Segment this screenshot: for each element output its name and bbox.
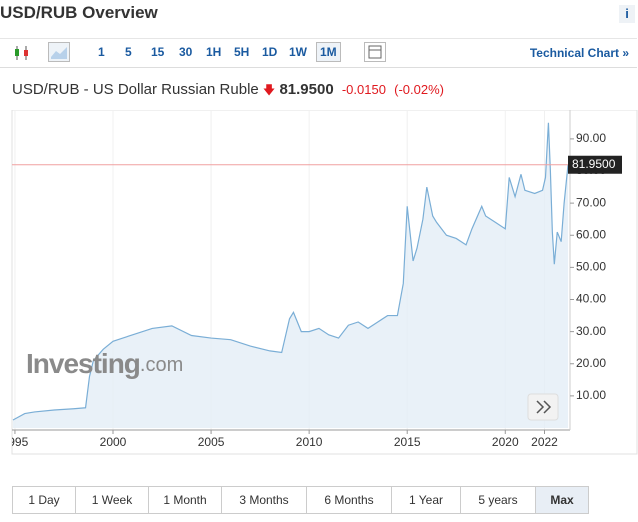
- technical-chart-link[interactable]: Technical Chart »: [529, 46, 629, 60]
- chart-frame: [11, 110, 638, 455]
- down-arrow: 🡇: [262, 83, 276, 97]
- range-button[interactable]: 6 Months: [307, 487, 392, 513]
- watermark-brand: Investing: [26, 348, 140, 379]
- quote: USD/RUB - US Dollar Russian Ruble 🡇 81.9…: [12, 81, 444, 102]
- x-tick-label: 2005: [198, 435, 225, 449]
- toolbar: 1 5 15 30 1H 5H 1D 1W 1M Technical Chart »: [0, 38, 637, 68]
- y-tick-label: 90.00: [576, 131, 606, 145]
- range-selector: 1 Day 1 Week 1 Month 3 Months 6 Months 1 Year…: [12, 486, 589, 514]
- x-labels: 1995 2000 2005 2010 2015 2020 2022: [2, 435, 558, 449]
- x-tick-label: 2010: [296, 435, 323, 449]
- range-button[interactable]: 1 Year: [392, 487, 461, 513]
- range-button[interactable]: 1 Month: [149, 487, 222, 513]
- interval-button[interactable]: 1: [98, 45, 105, 59]
- x-tick-label: 2022: [531, 435, 558, 449]
- range-button[interactable]: 1 Week: [76, 487, 149, 513]
- instrument-name: USD/RUB - US Dollar Russian Ruble: [12, 81, 259, 98]
- interval-button[interactable]: 30: [179, 45, 193, 59]
- price-line: [12, 122, 569, 421]
- info-button[interactable]: i: [619, 5, 635, 23]
- x-tick-label: 2000: [100, 435, 127, 449]
- range-button[interactable]: Max: [536, 487, 588, 513]
- price: 81.9500: [279, 81, 334, 98]
- title: USD/RUB Overview: [0, 3, 158, 22]
- interval-button[interactable]: 1D: [262, 45, 278, 59]
- interval-button[interactable]: 1H: [206, 45, 222, 59]
- y-tick-label: 10.00: [576, 388, 606, 402]
- interval-button[interactable]: 5: [125, 45, 132, 59]
- x-tick-label: 1995: [2, 435, 29, 449]
- y-tick-label: 30.00: [576, 324, 606, 338]
- last-price-label: 81.9500: [572, 157, 616, 171]
- area-fill: [12, 122, 569, 428]
- watermark: Investing.com: [26, 348, 183, 379]
- interval-button[interactable]: 15: [151, 45, 165, 59]
- settings-icon[interactable]: [364, 42, 386, 62]
- expand-arrows: [536, 400, 552, 414]
- interval-button[interactable]: 1M: [316, 42, 341, 62]
- y-tick-label: 20.00: [576, 356, 606, 370]
- last-price-box: [568, 155, 622, 174]
- interval-button[interactable]: 5H: [234, 45, 250, 59]
- y-tick-label: 70.00: [576, 195, 606, 209]
- x-tick-label: 2020: [492, 435, 519, 449]
- candle-icon[interactable]: [12, 44, 32, 62]
- x-tick-label: 2015: [394, 435, 421, 449]
- range-button[interactable]: 3 Months: [222, 487, 307, 513]
- range-button[interactable]: 1 Day: [13, 487, 76, 513]
- expand-button[interactable]: [527, 393, 559, 421]
- watermark-suffix: .com: [140, 354, 183, 376]
- y-tick-label: 60.00: [576, 227, 606, 241]
- interval-button[interactable]: 1W: [289, 45, 307, 59]
- area-icon[interactable]: [48, 42, 70, 62]
- range-button[interactable]: 5 years: [461, 487, 536, 513]
- change-pct: (-0.02%): [394, 82, 444, 97]
- y-tick-label: 50.00: [576, 260, 606, 274]
- chart: 10.0020.0030.0040.0050.0060.0070.0080.00…: [2, 110, 638, 455]
- change: -0.0150: [341, 82, 386, 97]
- y-tick-label: 40.00: [576, 292, 606, 306]
